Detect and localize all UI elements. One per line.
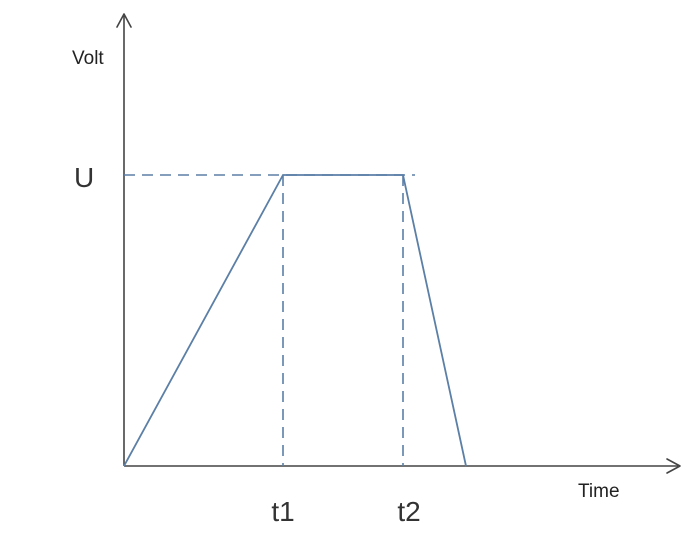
x-axis-label: Time	[578, 481, 620, 502]
y-axis-label: Volt	[72, 48, 104, 69]
x-tick-label-t2: t2	[397, 496, 420, 527]
y-tick-label-u: U	[74, 162, 94, 193]
y-axis-arrow	[116, 13, 132, 28]
voltage-series-line	[123, 174, 467, 467]
x-tick-label-t1: t1	[271, 496, 294, 527]
x-axis-arrow	[666, 458, 681, 474]
